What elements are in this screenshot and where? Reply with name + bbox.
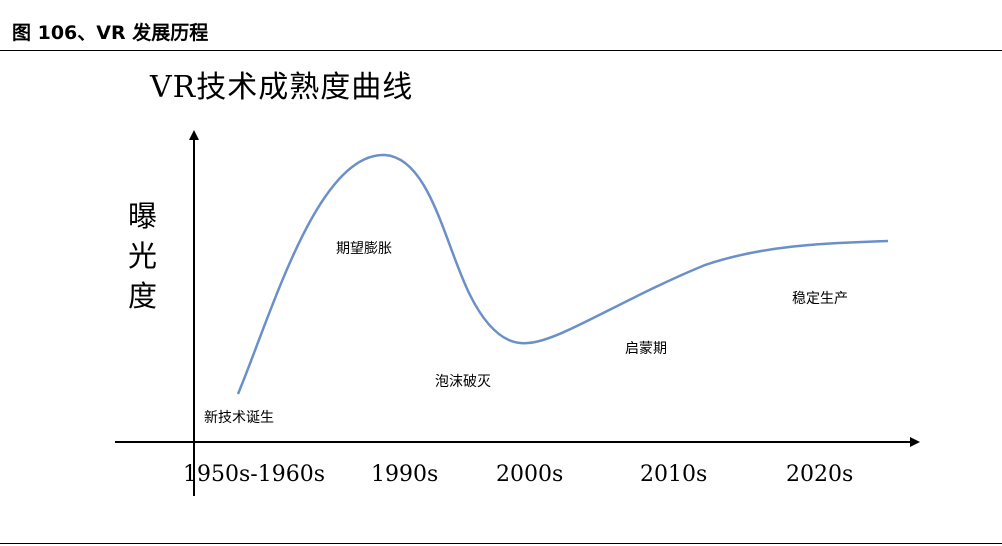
x-tick-label-2020s: 2020s — [786, 462, 853, 487]
x-tick-label-1990s: 1990s — [371, 462, 438, 487]
maturity-curve — [236, 153, 889, 395]
y-axis-label: 曝光度 — [128, 199, 158, 313]
stage-label-trough: 泡沫破灭 — [435, 374, 491, 390]
stage-label-enlightenment: 启蒙期 — [625, 341, 667, 357]
x-tick-label-1950s-1960s: 1950s-1960s — [183, 462, 325, 487]
x-tick-label-2010s: 2010s — [640, 462, 707, 487]
stage-label-plateau: 稳定生产 — [792, 291, 848, 307]
top-divider — [0, 50, 1002, 51]
bottom-divider — [0, 543, 1002, 544]
x-tick-label-2000s: 2000s — [496, 462, 563, 487]
chart-title: VR技术成熟度曲线 — [150, 70, 414, 105]
stage-label-inflated-expectations: 期望膨胀 — [336, 240, 392, 257]
figure-caption: 图 106、VR 发展历程 — [12, 22, 209, 44]
stage-label-new-tech: 新技术诞生 — [204, 410, 274, 426]
